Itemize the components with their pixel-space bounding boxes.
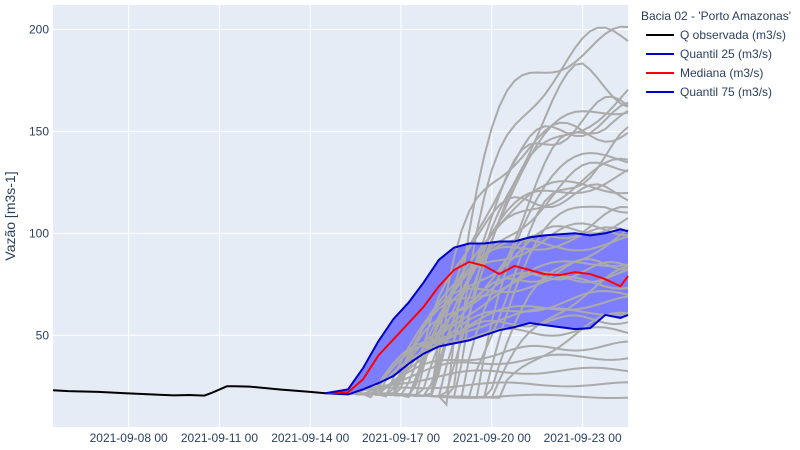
legend-item[interactable]: Quantil 75 (m3/s) <box>646 85 772 99</box>
y-tick-label: 200 <box>29 22 49 36</box>
ensemble-member-line <box>325 311 629 399</box>
y-gridlines <box>53 28 628 336</box>
quantile-75-line <box>325 228 629 395</box>
x-tick-label: 2021-09-14 00 <box>271 431 349 445</box>
legend-item[interactable]: Q observada (m3/s) <box>646 28 786 42</box>
legend-item[interactable]: Mediana (m3/s) <box>646 66 763 80</box>
x-tick-label: 2021-09-23 00 <box>544 431 622 445</box>
legend-label: Quantil 75 (m3/s) <box>680 85 772 99</box>
x-tick-label: 2021-09-08 00 <box>90 431 168 445</box>
y-tick-labels: 50 100 150 200 <box>29 22 49 342</box>
legend-title: Bacia 02 - 'Porto Amazonas' <box>641 9 791 23</box>
legend-label: Q observada (m3/s) <box>680 28 786 42</box>
y-tick-label: 100 <box>29 226 49 240</box>
median-line <box>325 260 629 395</box>
legend-label: Mediana (m3/s) <box>680 66 763 80</box>
ensemble-members <box>325 25 629 407</box>
legend-item[interactable]: Quantil 25 (m3/s) <box>646 47 772 61</box>
x-tick-label: 2021-09-20 00 <box>453 431 531 445</box>
legend[interactable]: Bacia 02 - 'Porto Amazonas' Q observada … <box>641 9 791 99</box>
plot-background <box>53 5 628 427</box>
x-tick-label: 2021-09-11 00 <box>181 431 259 445</box>
y-tick-label: 50 <box>36 328 50 342</box>
y-axis-title: Vazão [m3s-1] <box>2 171 18 260</box>
legend-label: Quantil 25 (m3/s) <box>680 47 772 61</box>
y-tick-label: 150 <box>29 124 49 138</box>
observed-flow-line <box>52 385 326 397</box>
series-lines <box>52 228 629 397</box>
x-tick-label: 2021-09-17 00 <box>362 431 440 445</box>
x-tick-labels: 2021-09-08 00 2021-09-11 00 2021-09-14 00 2… <box>90 431 622 445</box>
quantile-25-line <box>325 313 629 396</box>
ensemble-member-line <box>325 340 629 396</box>
